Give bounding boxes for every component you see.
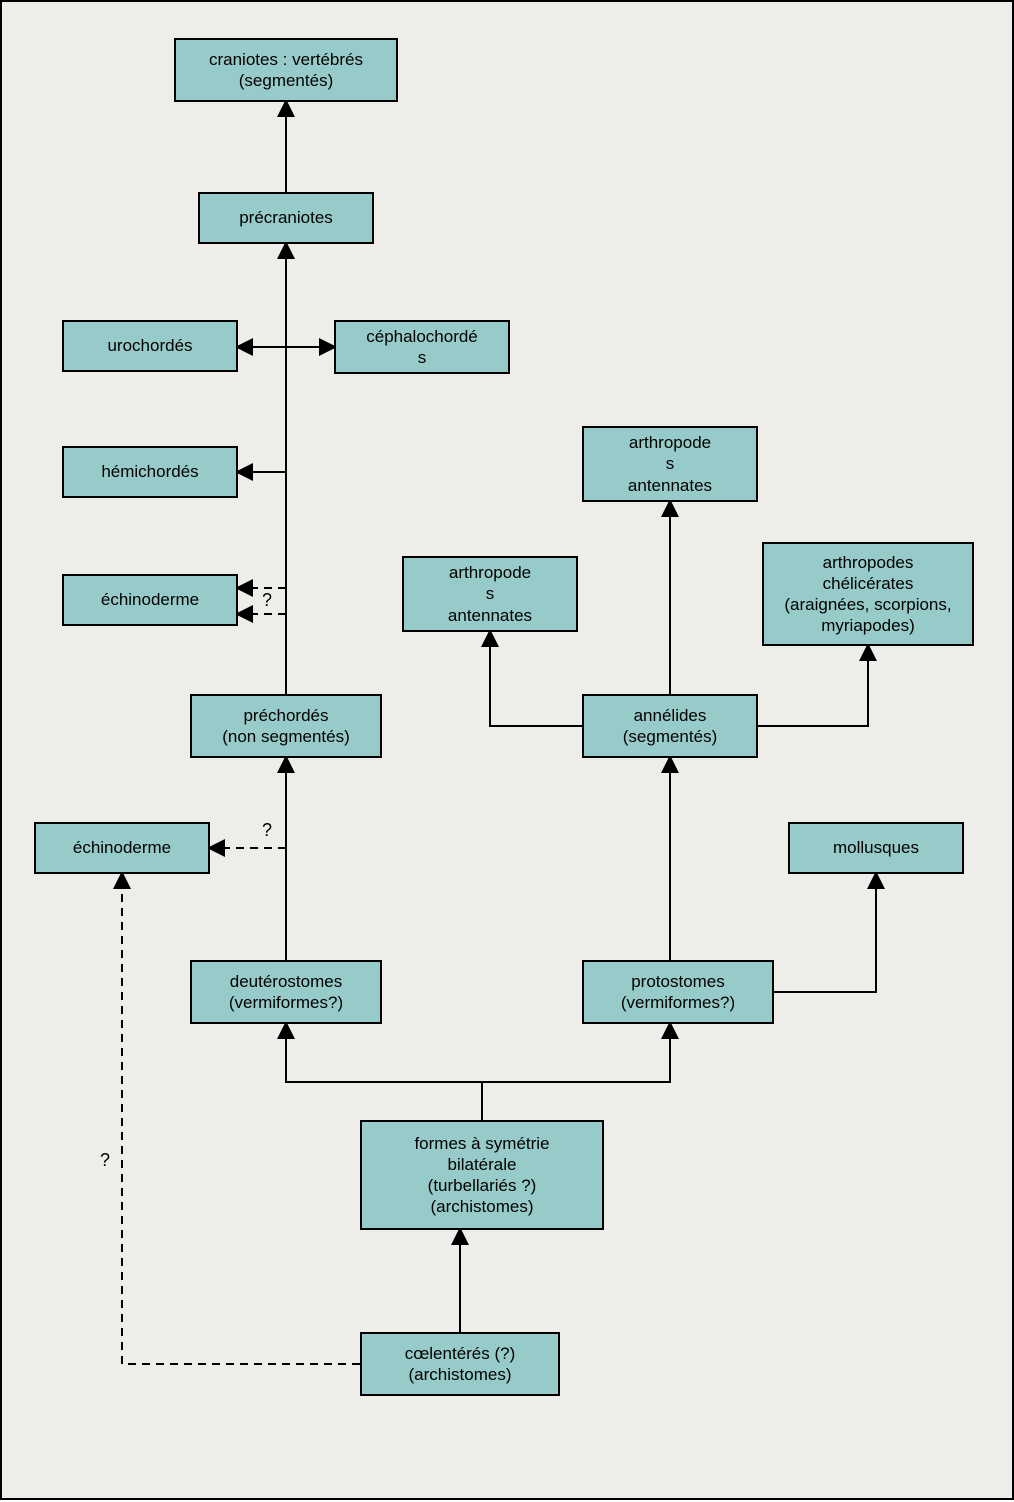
question-label-2: ? — [262, 820, 272, 841]
node-echinoderme-2: échinoderme — [34, 822, 210, 874]
node-arthropodes-antennates-top: arthropode s antennates — [582, 426, 758, 502]
node-coelenteres: cœlentérés (?) (archistomes) — [360, 1332, 560, 1396]
question-label-1: ? — [262, 590, 272, 611]
node-annelides: annélides (segmentés) — [582, 694, 758, 758]
node-protostomes: protostomes (vermiformes?) — [582, 960, 774, 1024]
node-echinoderme-1: échinoderme — [62, 574, 238, 626]
node-bilaterale: formes à symétrie bilatérale (turbellari… — [360, 1120, 604, 1230]
node-urochordes: urochordés — [62, 320, 238, 372]
node-arthropodes-antennates-left: arthropode s antennates — [402, 556, 578, 632]
node-deuterostomes: deutérostomes (vermiformes?) — [190, 960, 382, 1024]
diagram-canvas: craniotes : vertébrés (segmentés) précra… — [0, 0, 1014, 1500]
node-hemichordes: hémichordés — [62, 446, 238, 498]
node-arthropodes-chelicerates: arthropodes chélicérates (araignées, sco… — [762, 542, 974, 646]
node-prechordes: préchordés (non segmentés) — [190, 694, 382, 758]
node-mollusques: mollusques — [788, 822, 964, 874]
question-label-3: ? — [100, 1150, 110, 1171]
node-precraniotes: précraniotes — [198, 192, 374, 244]
node-craniotes: craniotes : vertébrés (segmentés) — [174, 38, 398, 102]
node-cephalochordes: céphalochordé s — [334, 320, 510, 374]
edges-layer — [2, 2, 1014, 1502]
